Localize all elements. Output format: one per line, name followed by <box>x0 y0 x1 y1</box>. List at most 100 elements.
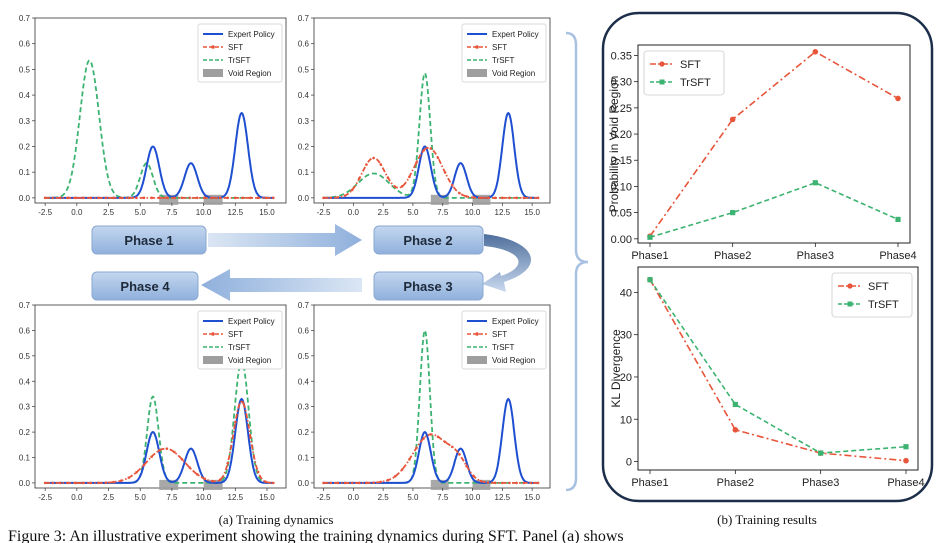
x-tick-label: 5.0 <box>407 208 419 217</box>
sft-marker <box>322 196 325 200</box>
y-tick-label: 0.3 <box>19 403 31 412</box>
y-tick-label: 0.20 <box>611 129 632 141</box>
distribution-plot-3: -2.5 0.0 2.5 5.0 7.5 10.0 12.5 15.0 0.0 0.1 0.2 0.3… <box>19 301 287 502</box>
phase-box-4: Phase 4 <box>91 271 199 301</box>
sft-marker <box>436 156 440 160</box>
y-tick-label: 0.10 <box>611 181 632 193</box>
legend-label: TrSFT <box>228 343 250 352</box>
sft-marker <box>272 196 275 200</box>
sft-marker <box>66 481 70 485</box>
void-region <box>430 479 449 490</box>
x-tick-label: 15.0 <box>259 208 275 217</box>
y-tick-label: 0.25 <box>611 103 632 115</box>
sft-marker <box>59 196 62 200</box>
sft-marker <box>522 481 526 485</box>
sft-marker <box>472 196 476 199</box>
legend-label: Expert Policy <box>492 30 539 39</box>
sft-marker <box>329 196 332 200</box>
x-tick-label: Phase3 <box>802 477 839 489</box>
sft-marker <box>479 479 483 483</box>
legend-label: SFT <box>228 43 243 52</box>
y-tick-label: 0.00 <box>611 234 632 246</box>
sft-marker <box>493 481 497 485</box>
sft-marker <box>458 191 461 195</box>
sft-marker <box>272 481 275 485</box>
x-tick-label: 10.0 <box>465 493 481 502</box>
legend-label: SFT <box>680 59 701 71</box>
sft-marker <box>522 196 526 200</box>
sft-marker <box>365 481 368 485</box>
sft-marker <box>429 147 433 150</box>
sft-marker <box>329 481 332 485</box>
legend-label: TrSFT <box>228 56 250 65</box>
y-tick-label: 0.5 <box>298 352 310 361</box>
sft-marker <box>264 196 268 200</box>
sft-marker <box>357 481 361 485</box>
sft-marker <box>529 196 533 200</box>
void-region <box>159 479 179 490</box>
sft-marker <box>408 175 411 179</box>
legend-label: Void Region <box>492 356 535 365</box>
sft-marker <box>465 195 468 198</box>
y-tick-label: 0.6 <box>298 40 310 49</box>
arrow-phase1-to-phase2 <box>208 224 362 256</box>
sft-marker <box>112 480 115 484</box>
y-tick-label: 0.6 <box>19 40 31 49</box>
y-tick-label: 0.0 <box>19 479 31 488</box>
figure-footer-text: Figure 3: An illustrative experiment sho… <box>8 528 624 543</box>
x-tick-label: -2.5 <box>317 493 331 502</box>
sft-marker <box>142 196 146 200</box>
distribution-plot-2: -2.5 0.0 2.5 5.0 7.5 10.0 12.5 15.0 0.0 0.1 0.2 0.3… <box>298 14 551 217</box>
sft-marker <box>74 481 77 485</box>
sft-marker <box>379 163 383 166</box>
x-tick-label: 15.0 <box>259 493 275 502</box>
x-tick-label: 0.0 <box>348 493 360 502</box>
sft-marker <box>486 196 490 200</box>
x-tick-label: 7.5 <box>437 493 449 502</box>
legend-box <box>197 23 283 83</box>
y-tick-label: 0.0 <box>19 194 31 203</box>
y-tick-label: 0.1 <box>19 168 31 177</box>
x-tick-label: Phase3 <box>797 250 834 262</box>
data-point-sft <box>729 116 736 123</box>
sft-marker <box>372 481 375 484</box>
sft-marker <box>233 196 237 200</box>
sft-marker <box>472 474 476 478</box>
y-tick-label: 40 <box>620 287 632 299</box>
sft-marker <box>400 184 404 188</box>
y-tick-label: 0.1 <box>298 454 310 463</box>
sft-marker <box>51 481 55 485</box>
legend-label: TrSFT <box>680 77 711 89</box>
sft-marker <box>393 475 397 478</box>
phase-box-3: Phase 3 <box>373 271 484 301</box>
sft-marker <box>157 196 161 200</box>
sft-marker <box>501 481 504 485</box>
legend-marker <box>847 283 853 289</box>
sft-marker <box>479 196 483 200</box>
sft-marker <box>97 481 100 485</box>
series-line-sft <box>649 279 907 462</box>
sft-marker <box>336 196 340 199</box>
data-point-trsft <box>647 234 653 240</box>
legend-marker-sft <box>475 45 479 49</box>
curved-arrow-phase2-to-phase3 <box>482 234 531 292</box>
sft-marker <box>408 458 411 461</box>
x-tick-label: Phase4 <box>887 477 924 489</box>
sft-marker <box>486 481 490 484</box>
y-tick-label: 0 <box>626 457 632 469</box>
distribution-plot-1: -2.5 0.0 2.5 5.0 7.5 10.0 12.5 15.0 0.0 0.1 0.2 0.3… <box>19 14 287 217</box>
data-point-sft <box>895 95 901 102</box>
sft-marker <box>501 196 504 200</box>
y-tick-label: 0.7 <box>19 301 31 310</box>
x-tick-label: 7.5 <box>166 493 178 502</box>
x-tick-label: 12.5 <box>228 493 244 502</box>
sft-marker <box>104 196 108 200</box>
y-tick-label: 0.1 <box>298 168 310 177</box>
sft-marker <box>400 468 404 471</box>
sft-marker <box>256 470 260 474</box>
sft-marker <box>450 445 454 449</box>
sft-marker <box>508 481 511 485</box>
y-tick-label: 0.7 <box>298 301 310 310</box>
sft-marker <box>51 196 55 200</box>
legend-label: Void Region <box>228 356 271 365</box>
